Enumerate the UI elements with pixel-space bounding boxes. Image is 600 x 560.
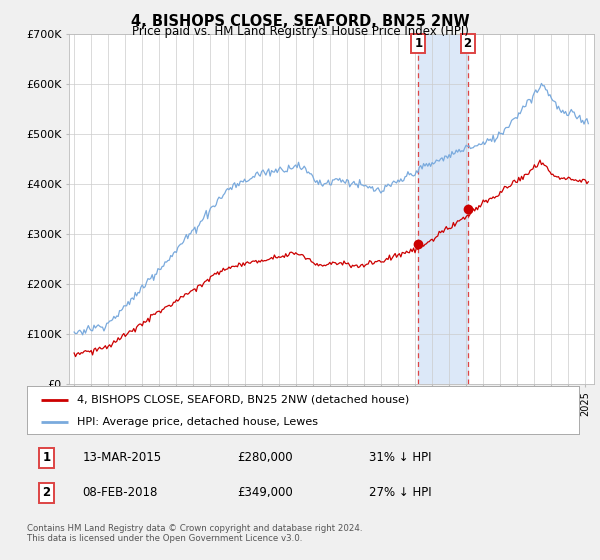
Text: 4, BISHOPS CLOSE, SEAFORD, BN25 2NW: 4, BISHOPS CLOSE, SEAFORD, BN25 2NW [131,14,469,29]
Text: 1: 1 [42,451,50,464]
Text: 1: 1 [414,37,422,50]
Text: 2: 2 [463,37,472,50]
Text: £349,000: £349,000 [237,486,293,500]
Text: Contains HM Land Registry data © Crown copyright and database right 2024.
This d: Contains HM Land Registry data © Crown c… [27,524,362,543]
Text: £280,000: £280,000 [237,451,292,464]
Text: HPI: Average price, detached house, Lewes: HPI: Average price, detached house, Lewe… [77,417,317,427]
Text: 31% ↓ HPI: 31% ↓ HPI [369,451,432,464]
Bar [418,34,467,384]
Text: 13-MAR-2015: 13-MAR-2015 [82,451,161,464]
Text: 27% ↓ HPI: 27% ↓ HPI [369,486,432,500]
Text: 08-FEB-2018: 08-FEB-2018 [82,486,158,500]
Text: 2: 2 [42,486,50,500]
Text: Price paid vs. HM Land Registry's House Price Index (HPI): Price paid vs. HM Land Registry's House … [131,25,469,38]
Text: 4, BISHOPS CLOSE, SEAFORD, BN25 2NW (detached house): 4, BISHOPS CLOSE, SEAFORD, BN25 2NW (det… [77,395,409,405]
